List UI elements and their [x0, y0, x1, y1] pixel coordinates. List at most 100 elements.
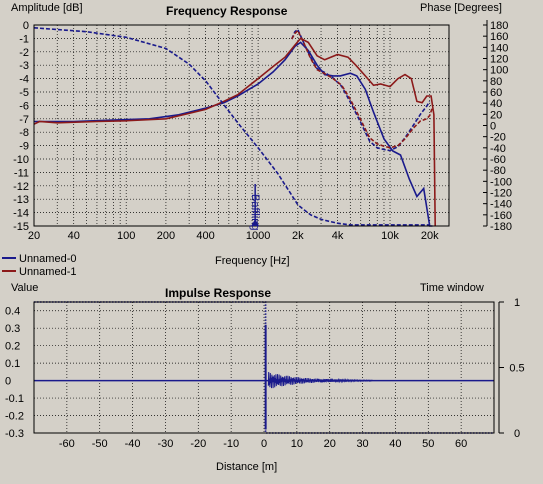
ir-y-left-tick-2: 0.2 — [5, 341, 20, 353]
ir-x-tick-7: 10 — [291, 438, 303, 450]
fr-y-left-tick-1: -1 — [19, 33, 29, 45]
fr-y-right-tick-16: -140 — [490, 199, 512, 211]
ir-y-right-tick-0: 1 — [514, 297, 520, 309]
fr-y-left-tick-5: -5 — [19, 87, 29, 99]
fr-marker-label: Baffling — [249, 194, 261, 231]
fr-y-right-tick-1: 160 — [490, 31, 508, 43]
ir-frame — [33, 301, 495, 434]
fr-series-4-phase — [291, 29, 433, 149]
fr-y-right-tick-5: 80 — [490, 76, 502, 88]
ir-y-left-tick-4: 0 — [5, 376, 11, 388]
fr-y-left-tick-14: -14 — [13, 208, 29, 220]
fr-x-tick-9: 20k — [421, 230, 439, 242]
ir-x-tick-11: 50 — [422, 438, 434, 450]
ir-x-tick-labels: -60 -50 -40 -30 -20 -10 0 10 20 30 40 50 60 — [59, 438, 467, 450]
fr-y-left-tick-labels: 0-1 -2-3 -4-5-6 -7-8 -9-10-11 -12-13 -14-15 — [13, 20, 29, 233]
ir-traces — [34, 301, 494, 434]
ir-y-left-tick-0: 0.4 — [5, 306, 20, 318]
ir-y-left-tick-1: 0.3 — [5, 323, 20, 335]
ir-x-tick-5: -10 — [223, 438, 239, 450]
ir-ylabel-right: Time window — [420, 282, 484, 294]
ir-x-tick-12: 60 — [455, 438, 467, 450]
ir-y-left-tick-5: -0.1 — [5, 393, 24, 405]
fr-title: Frequency Response — [166, 4, 288, 18]
ir-impulse-ring — [267, 371, 373, 389]
ir-y-right-tick-2: 0 — [514, 428, 520, 440]
fr-y-right-tick-13: -80 — [490, 165, 506, 177]
ir-grid — [34, 302, 494, 434]
ir-ylabel-left: Value — [11, 282, 38, 294]
fr-y-left-tick-15: -15 — [13, 221, 29, 233]
ir-x-tick-9: 30 — [356, 438, 368, 450]
fr-ylabel-left: Amplitude [dB] — [11, 2, 83, 14]
fr-series-1-amplitude — [33, 37, 436, 227]
ir-x-tick-4: -20 — [190, 438, 206, 450]
ir-y-right-tick-labels: 10.50 — [498, 297, 525, 440]
ir-axes — [33, 301, 495, 434]
fr-x-tick-4: 400 — [196, 230, 214, 242]
fr-y-left-tick-7: -7 — [19, 114, 29, 126]
fr-x-tick-2: 100 — [117, 230, 135, 242]
legend-entry-1: Unnamed-1 — [19, 266, 76, 278]
fr-y-left-tick-13: -13 — [13, 194, 29, 206]
fr-x-tick-8: 10k — [381, 230, 399, 242]
fr-series-0-amplitude — [34, 41, 433, 227]
fr-y-right-tick-12: -60 — [490, 154, 506, 166]
ir-x-tick-8: 20 — [324, 438, 336, 450]
ir-x-tick-1: -50 — [92, 438, 108, 450]
fr-y-right-tick-11: -40 — [490, 143, 506, 155]
fr-xlabel: Frequency [Hz] — [215, 255, 290, 267]
ir-x-tick-2: -40 — [125, 438, 141, 450]
fr-x-tick-3: 200 — [157, 230, 175, 242]
fr-y-left-tick-4: -4 — [19, 74, 29, 86]
fr-plot-area — [34, 25, 449, 226]
ir-x-tick-0: -60 — [59, 438, 75, 450]
fr-series-2-phase — [33, 27, 430, 226]
fr-x-tick-0: 20 — [28, 230, 40, 242]
fr-y-right-tick-10: -20 — [490, 132, 506, 144]
fr-y-right-tick-9: 0 — [490, 121, 496, 133]
fr-y-left-tick-9: -9 — [19, 141, 29, 153]
fr-y-right-tick-4: 100 — [490, 65, 508, 77]
fr-y-right-tick-0: 180 — [490, 20, 508, 32]
fr-axes — [33, 20, 488, 227]
fr-ylabel-right: Phase [Degrees] — [420, 2, 502, 14]
fr-frame — [33, 24, 450, 227]
fr-x-tick-1: 40 — [68, 230, 80, 242]
ir-x-tick-3: -30 — [157, 438, 173, 450]
fr-y-left-tick-6: -6 — [19, 100, 29, 112]
fr-y-right-tick-labels: 180160140120100806040200-20-40-60-80-100… — [483, 20, 512, 233]
ir-y-right-tick-1: 0.5 — [509, 363, 524, 375]
fr-y-left-tick-11: -11 — [14, 167, 29, 179]
ir-x-tick-10: 40 — [389, 438, 401, 450]
fr-y-right-tick-17: -160 — [490, 210, 512, 222]
ir-y-left-tick-3: 0.1 — [5, 358, 20, 370]
fr-x-tick-5: 1000 — [246, 230, 270, 242]
fr-y-right-tick-15: -120 — [490, 188, 512, 200]
fr-y-right-tick-7: 40 — [490, 98, 502, 110]
fr-x-tick-7: 4k — [332, 230, 344, 242]
fr-series-3-phase — [291, 28, 431, 152]
fr-y-right-tick-8: 20 — [490, 109, 502, 121]
ir-xlabel: Distance [m] — [216, 461, 277, 473]
fr-marker[interactable]: Baffling — [249, 184, 261, 231]
ir-x-tick-6: 0 — [261, 438, 267, 450]
fr-y-right-tick-14: -100 — [490, 176, 512, 188]
fr-y-left-tick-8: -8 — [19, 127, 29, 139]
fr-y-left-tick-0: 0 — [23, 20, 29, 32]
fr-y-right-tick-18: -180 — [490, 221, 512, 233]
fr-y-left-tick-3: -3 — [19, 60, 29, 72]
fr-x-tick-6: 2k — [292, 230, 304, 242]
fr-y-right-tick-6: 60 — [490, 87, 502, 99]
legend-entry-0: Unnamed-0 — [19, 253, 76, 265]
fr-y-left-tick-10: -10 — [13, 154, 29, 166]
fr-marker-arrow — [251, 219, 260, 226]
fr-traces — [33, 27, 436, 227]
fr-y-right-tick-2: 140 — [490, 42, 508, 54]
fr-y-left-tick-2: -2 — [19, 47, 29, 59]
ir-title: Impulse Response — [165, 286, 271, 300]
ir-y-left-tick-7: -0.3 — [5, 428, 24, 440]
ir-y-left-tick-6: -0.2 — [5, 411, 24, 423]
fr-y-left-tick-12: -12 — [13, 181, 29, 193]
